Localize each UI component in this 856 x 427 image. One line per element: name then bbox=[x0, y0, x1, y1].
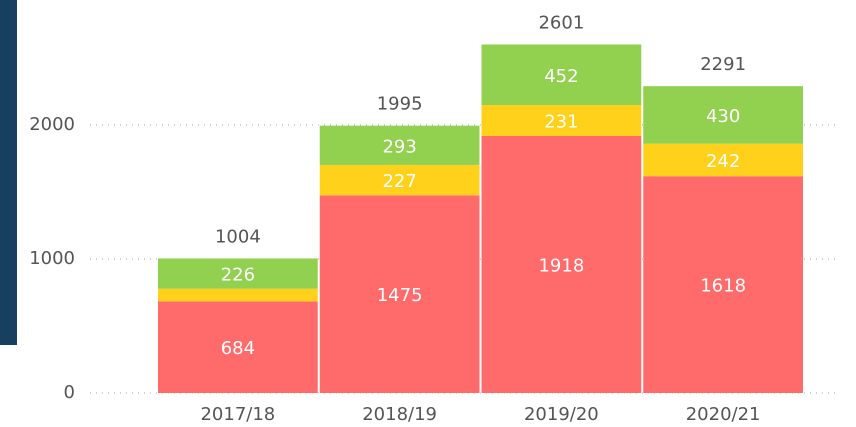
data-label: 293 bbox=[382, 136, 416, 157]
data-label: 1618 bbox=[700, 276, 746, 297]
bar-segment bbox=[481, 105, 642, 136]
y-tick-label: 2000 bbox=[29, 114, 75, 135]
bar-segment bbox=[158, 258, 318, 289]
x-tick-label: 2020/21 bbox=[686, 404, 761, 425]
total-label: 1004 bbox=[215, 226, 261, 247]
data-label: 452 bbox=[544, 66, 578, 87]
data-label: 242 bbox=[706, 151, 740, 172]
frame-edge bbox=[0, 0, 17, 345]
data-label: 226 bbox=[221, 265, 255, 286]
bar-segment bbox=[643, 143, 803, 177]
bar-segment bbox=[319, 125, 480, 165]
bar-segment bbox=[643, 86, 803, 144]
total-label: 2291 bbox=[700, 54, 746, 75]
data-label: 430 bbox=[706, 106, 740, 127]
bar-segment bbox=[158, 288, 318, 302]
bar-segment bbox=[481, 135, 642, 393]
bar-segment bbox=[319, 195, 480, 393]
x-tick-label: 2019/20 bbox=[524, 404, 599, 425]
data-label: 227 bbox=[382, 171, 416, 192]
bar-segment bbox=[319, 164, 480, 196]
bar-segment bbox=[481, 44, 642, 106]
data-label: 231 bbox=[544, 112, 578, 133]
data-label: 1475 bbox=[377, 285, 423, 306]
bar-segment bbox=[643, 176, 803, 393]
x-tick-label: 2018/19 bbox=[362, 404, 437, 425]
bar-segment bbox=[158, 301, 318, 393]
total-label: 2601 bbox=[538, 12, 584, 33]
y-tick-label: 0 bbox=[64, 382, 75, 403]
x-tick-label: 2017/18 bbox=[200, 404, 275, 425]
data-label: 1918 bbox=[538, 255, 584, 276]
total-label: 1995 bbox=[377, 94, 423, 115]
y-tick-label: 1000 bbox=[29, 248, 75, 269]
data-label: 684 bbox=[221, 338, 255, 359]
